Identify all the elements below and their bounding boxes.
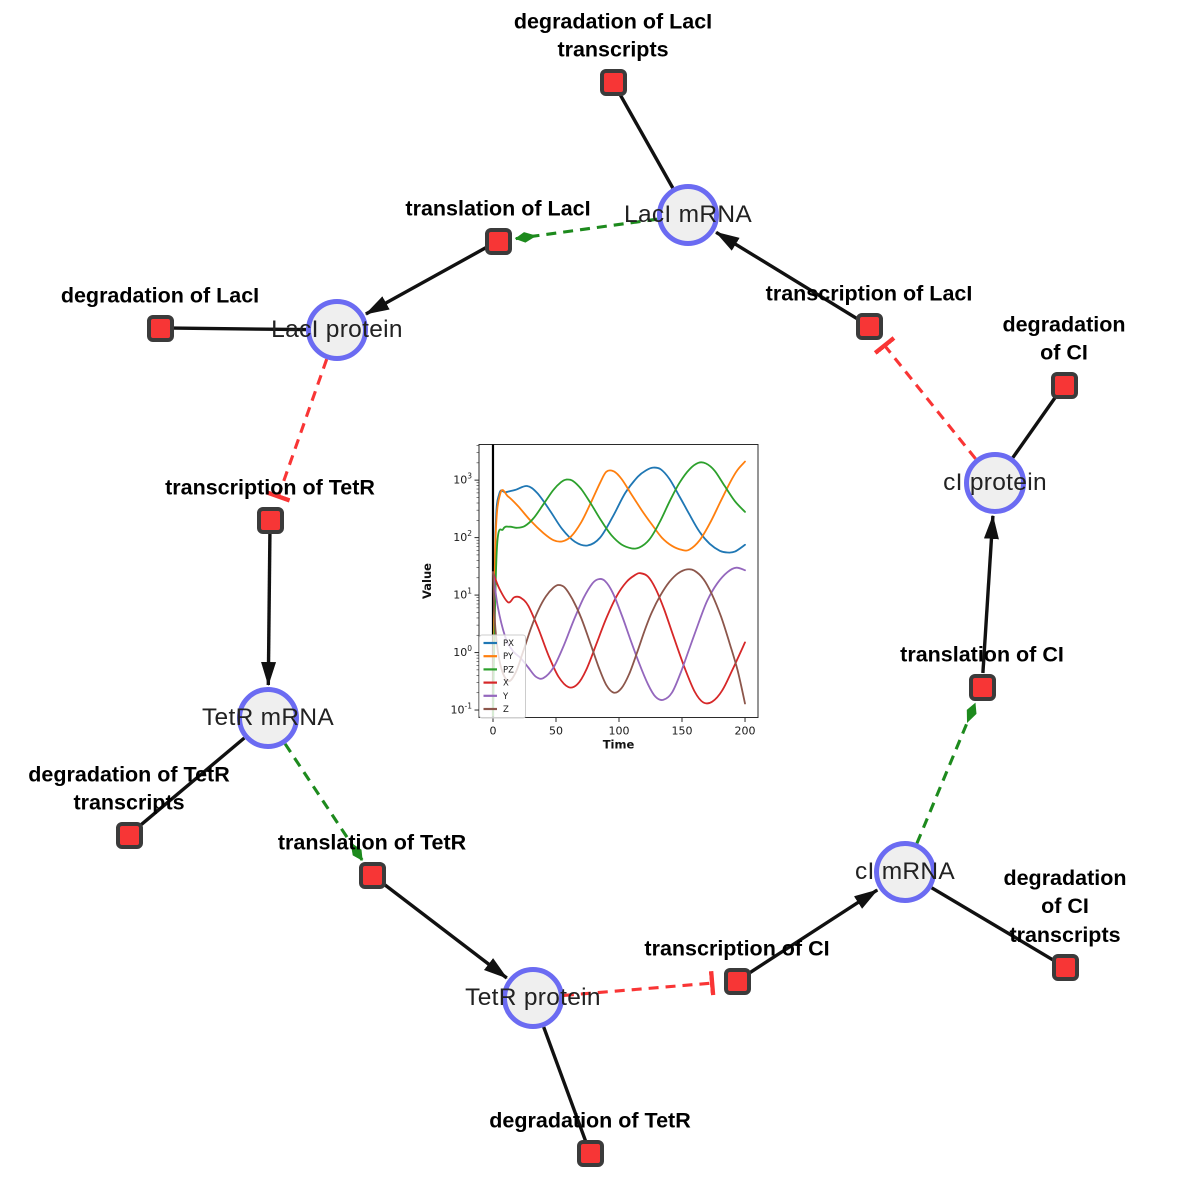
species-node-tetr-mrna[interactable] [237,687,299,749]
reaction-node-transcription-tetr[interactable] [256,506,284,534]
species-label-laci-mrna: LacI mRNA [624,201,752,228]
species-node-ci-mrna[interactable] [874,841,936,903]
edge-reactant-ci-mrna-deg-ci-transcripts [930,886,1055,962]
species-label-tetr-protein: TetR protein [465,984,601,1011]
species-node-laci-protein[interactable] [306,299,368,361]
legend-label-y: Y [502,692,509,702]
edge-product-transcription-laci-laci-mrna [715,230,858,321]
chart-series-x [492,571,746,705]
reaction-node-deg-laci[interactable] [146,314,174,342]
edge-inhibition-ci-protein-transcription-laci [873,336,977,460]
reaction-node-deg-tetr-transcripts[interactable] [115,821,143,849]
chart-axes [478,444,759,718]
species-label-laci-protein: LacI protein [271,316,403,343]
y-tick-label: 102 [453,529,472,544]
chart-series-px [492,466,746,717]
reaction-node-deg-laci-transcripts[interactable] [599,68,627,96]
chart-legend: PX PY PZ XYZ [479,634,526,719]
legend-label-px: PX [503,639,514,649]
edge-modifier-laci-mrna-translation-laci [514,217,658,243]
reaction-label-deg-ci-transcripts: degradation of CI transcripts [1003,865,1127,947]
species-node-laci-mrna[interactable] [657,184,719,246]
reaction-label-transcription-tetr: transcription of TetR [165,475,375,500]
y-axis-label: Value [420,563,434,599]
species-label-tetr-mrna: TetR mRNA [201,704,335,731]
reaction-label-translation-tetr: translation of TetR [277,830,467,855]
x-tick-label: 200 [735,725,756,738]
reaction-label-deg-tetr-transcripts: degradation of TetR transcripts [28,762,230,815]
species-node-tetr-protein[interactable] [502,967,564,1029]
legend-label-x: X [503,679,509,689]
reaction-node-translation-tetr[interactable] [358,861,386,889]
y-tick-label: 100 [453,644,472,659]
reaction-label-deg-tetr: degradation of TetR [489,1108,691,1133]
edge-product-translation-laci-laci-protein [365,246,487,316]
species-label-ci-protein: cI protein [943,469,1047,496]
edge-reactant-tetr-mrna-deg-tetr-transcripts [137,736,246,828]
reaction-label-translation-laci: translation of LacI [405,196,591,221]
reaction-label-deg-ci: degradation of CI [1002,312,1126,365]
y-tick-label: 10-1 [451,702,473,717]
legend-label-pz: PZ [503,665,514,675]
x-tick-label: 100 [609,725,630,738]
reaction-label-transcription-laci: transcription of LacI [765,281,973,306]
edge-reactant-ci-protein-deg-ci [1011,394,1058,459]
y-tick-label: 101 [453,587,472,602]
species-node-ci-protein[interactable] [964,452,1026,514]
edge-product-transcription-tetr-tetr-mrna [261,533,277,686]
x-axis-label: Time [603,738,635,752]
reaction-node-transcription-ci[interactable] [723,967,751,995]
reaction-node-translation-ci[interactable] [968,673,996,701]
edge-modifier-ci-mrna-translation-ci [915,702,977,844]
chart-series-py [492,460,746,717]
reaction-node-translation-laci[interactable] [484,227,512,255]
legend-label-z: Z [503,705,509,715]
x-tick-label: 50 [549,725,563,738]
species-label-ci-mrna: cI mRNA [854,858,956,885]
edge-reactant-tetr-protein-deg-tetr [542,1026,588,1142]
chart-series-pz [492,461,746,717]
edge-reactant-laci-mrna-deg-laci-transcripts [617,92,675,189]
reaction-node-deg-ci-transcripts[interactable] [1051,953,1079,981]
reaction-label-transcription-ci: transcription of CI [644,936,830,961]
x-tick-label: 0 [489,725,496,738]
edge-product-translation-tetr-tetr-protein [382,882,508,980]
reaction-label-translation-ci: translation of CI [900,642,1064,667]
reaction-label-deg-laci: degradation of LacI [60,283,260,308]
edge-inhibition-tetr-protein-transcription-ci [563,970,716,997]
edge-product-transcription-ci-ci-mrna [747,888,879,975]
chart-series-y [492,566,746,701]
edge-reactant-laci-protein-deg-laci [172,326,307,332]
reaction-node-transcription-laci[interactable] [855,312,883,340]
reaction-label-deg-laci-transcripts: degradation of LacI transcripts [513,9,713,62]
edge-modifier-tetr-mrna-translation-tetr [283,742,364,861]
reaction-node-deg-ci[interactable] [1050,371,1078,399]
edge-inhibition-laci-protein-transcription-tetr [266,358,329,503]
chart-series-z [492,568,746,705]
reaction-node-deg-tetr[interactable] [576,1139,604,1167]
edge-product-translation-ci-ci-protein [981,514,999,674]
x-tick-label: 150 [672,725,693,738]
y-tick-label: 103 [453,472,472,487]
legend-label-py: PY [503,652,514,662]
